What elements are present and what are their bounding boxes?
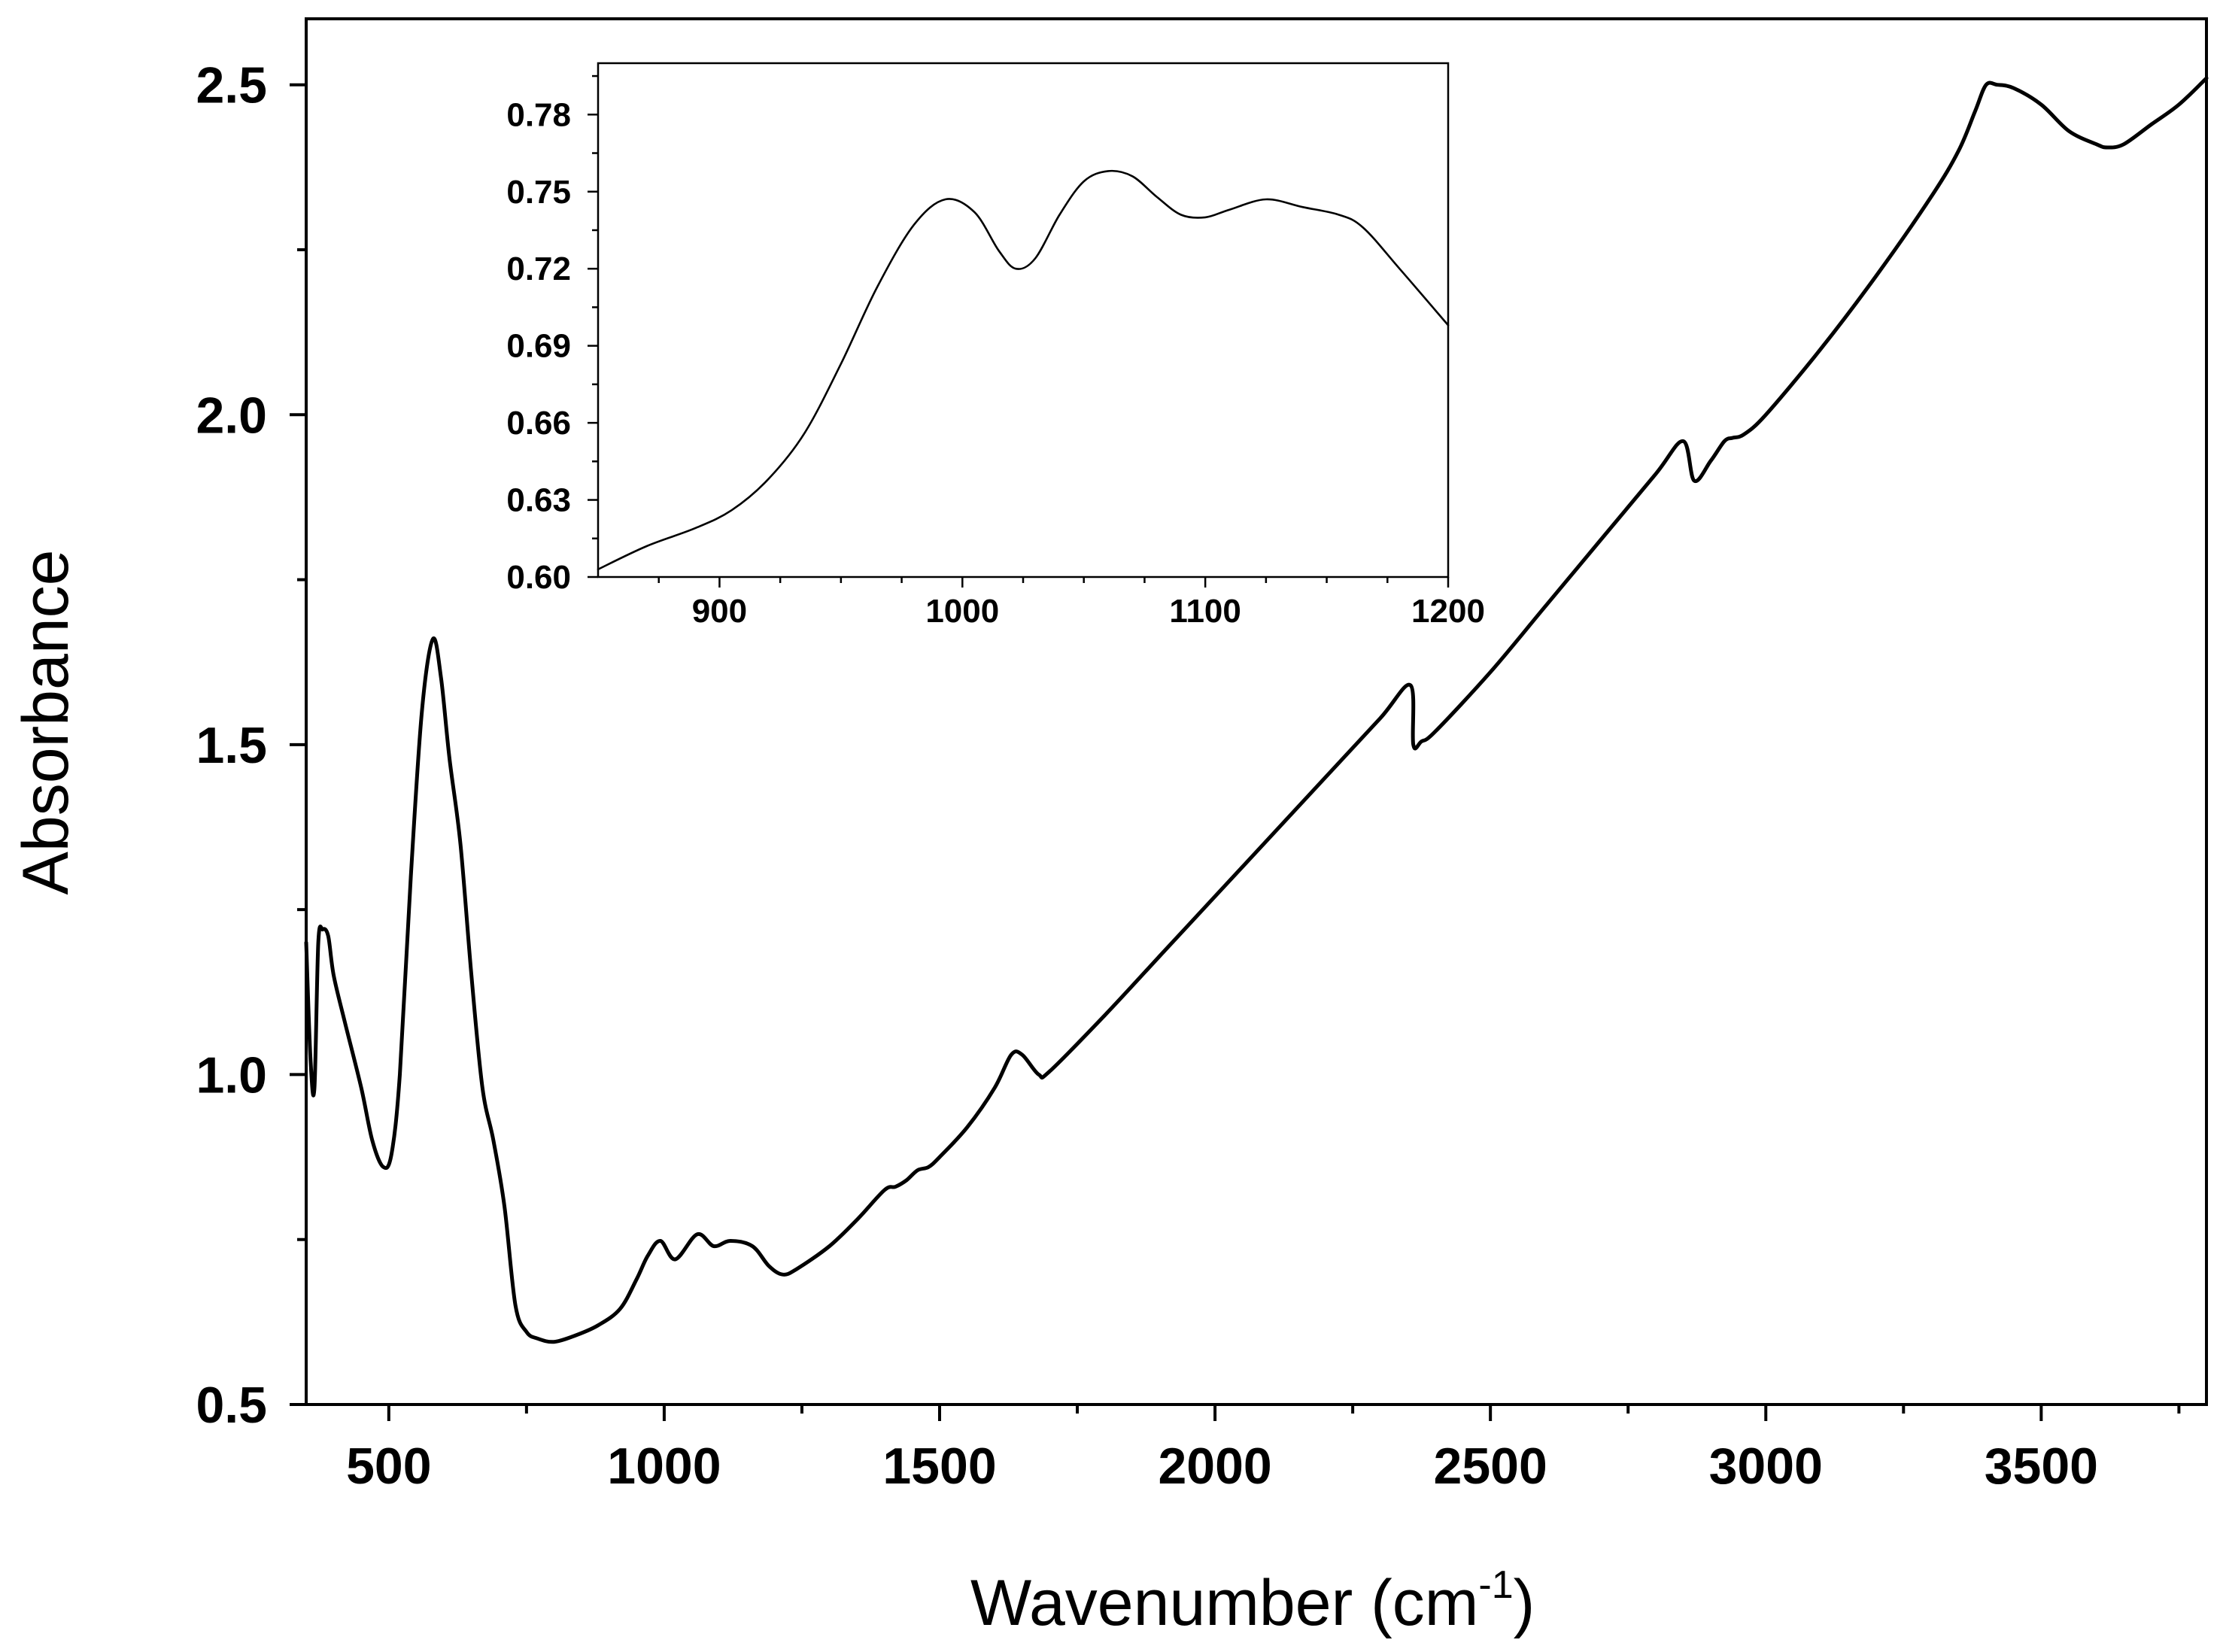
inset-y-tick-label: 0.75 [506, 174, 571, 211]
main-series-group [304, 76, 2209, 1344]
inset-plot-frame [597, 62, 1450, 579]
main-x-tick-label: 2500 [1434, 1438, 1547, 1495]
inset-y-tick-label: 0.72 [506, 251, 571, 287]
y-axis-title: Absorbance [10, 550, 82, 895]
inset-x-tick-label: 1000 [925, 593, 999, 630]
x-axis-title: Wavenumber (cm-1) [970, 1563, 1535, 1639]
main-y-tick-label: 0.5 [196, 1377, 267, 1434]
x-axis-title-superscript: -1 [1478, 1563, 1513, 1607]
inset-y-axis-ticks: 0.60 0.63 0.66 0.69 0.72 0.75 0.78 [506, 74, 598, 596]
x-axis-title-suffix: ) [1514, 1567, 1535, 1639]
main-y-axis-ticks: 0.5 1.0 1.5 2.0 2.5 [196, 57, 306, 1434]
inset-y-tick-label: 0.63 [506, 482, 571, 519]
inset-y-tick-label: 0.60 [506, 559, 571, 596]
inset-y-tick-label: 0.69 [506, 328, 571, 365]
main-x-tick-label: 500 [346, 1438, 431, 1495]
main-y-tick-label: 1.0 [196, 1046, 267, 1104]
main-x-tick-label: 3000 [1709, 1438, 1823, 1495]
inset-chart: 900 1000 1100 1200 0.60 0.63 0.66 0.69 0.72 0.75… [506, 62, 1485, 630]
main-x-tick-label: 1000 [607, 1438, 721, 1495]
x-axis-title-text: Wavenumber (cm [970, 1567, 1478, 1639]
main-x-tick-label: 1500 [882, 1438, 996, 1495]
main-y-tick-label: 2.5 [196, 57, 267, 114]
main-y-tick-label: 2.0 [196, 387, 267, 444]
inset-x-axis-ticks: 900 1000 1100 1200 [657, 577, 1485, 630]
inset-x-tick-label: 900 [692, 593, 747, 630]
inset-y-tick-label: 0.78 [506, 96, 571, 133]
inset-series-group [597, 169, 1450, 571]
main-y-tick-label: 1.5 [196, 717, 267, 774]
main-x-axis-ticks: 500 1000 1500 2000 2500 3000 3500 [346, 1405, 2181, 1495]
main-series-line [304, 76, 2209, 1344]
main-x-tick-label: 2000 [1158, 1438, 1271, 1495]
inset-y-tick-label: 0.66 [506, 405, 571, 442]
inset-x-tick-label: 1200 [1411, 593, 1485, 630]
main-x-tick-label: 3500 [1985, 1438, 2098, 1495]
inset-series-line [597, 169, 1450, 571]
inset-x-tick-label: 1100 [1169, 593, 1241, 630]
